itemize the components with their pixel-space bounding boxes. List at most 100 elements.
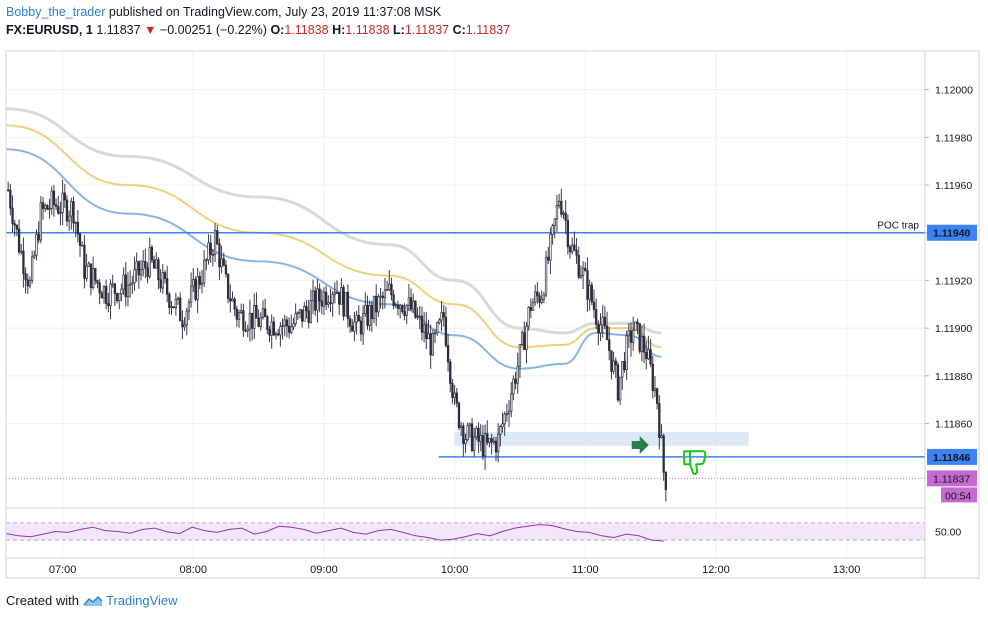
- candle-body: [314, 290, 317, 311]
- candle-body: [113, 283, 117, 294]
- candle-body: [390, 283, 393, 296]
- candle-body: [416, 316, 419, 318]
- candle-body: [368, 304, 371, 326]
- candle-body: [28, 279, 32, 287]
- candle-body: [322, 291, 326, 307]
- candle-body: [562, 212, 565, 215]
- candle-body: [586, 270, 589, 300]
- candle-body: [72, 201, 75, 224]
- price-tick-label: 1.11980: [935, 132, 972, 144]
- candle-body: [272, 321, 276, 336]
- candle-body: [479, 435, 482, 442]
- countdown-text: 00:54: [945, 490, 971, 502]
- candle-body: [553, 218, 556, 226]
- candle-body: [525, 325, 528, 350]
- candle-body: [588, 284, 591, 300]
- candle-body: [144, 260, 147, 269]
- level-badge: [927, 448, 977, 465]
- candle-body: [176, 297, 180, 300]
- candle-body: [205, 259, 208, 262]
- candle-body: [394, 304, 397, 307]
- candle-body: [161, 272, 164, 289]
- candle-body: [651, 363, 654, 392]
- created-with-text: Created with: [6, 593, 79, 608]
- candle-body: [139, 268, 143, 276]
- candle-body: [405, 305, 408, 316]
- candle-body: [320, 300, 323, 307]
- candle-body: [529, 307, 532, 311]
- candle-body: [383, 289, 387, 299]
- publish-info: Bobby_the_trader published on TradingVie…: [6, 5, 441, 19]
- candle-body: [13, 223, 16, 226]
- candle-body: [30, 256, 34, 281]
- level-label: POC trap: [877, 221, 919, 232]
- candle-body: [50, 190, 53, 209]
- candle-body: [455, 392, 458, 404]
- candle-body: [466, 425, 469, 440]
- candle-body: [658, 403, 661, 438]
- candle-body: [621, 361, 624, 378]
- candle-body: [333, 292, 336, 295]
- candle-body: [65, 199, 69, 222]
- candle-body: [185, 310, 188, 326]
- candle-body: [170, 306, 173, 308]
- candle-body: [78, 233, 82, 246]
- symbol-name[interactable]: FX:EURUSD, 1: [6, 23, 93, 37]
- candle-body: [279, 326, 282, 336]
- candle-body: [597, 323, 600, 334]
- candle-body: [81, 244, 84, 247]
- candle-body: [468, 423, 472, 427]
- candle-body: [512, 378, 515, 395]
- candle-body: [385, 289, 389, 291]
- candle-body: [610, 350, 613, 372]
- candle-body: [564, 212, 567, 221]
- price-tick-label: 1.11960: [935, 180, 972, 192]
- candle-body: [581, 267, 585, 276]
- candle-body: [422, 324, 426, 333]
- candle-body: [444, 316, 448, 346]
- candle-body: [568, 246, 572, 253]
- candle-body: [335, 292, 339, 294]
- candle-body: [137, 261, 140, 276]
- candle-body: [453, 392, 456, 399]
- candle-body: [629, 330, 633, 343]
- candle-body: [237, 312, 241, 320]
- candle-body: [131, 282, 134, 285]
- oscillator: [5, 522, 925, 542]
- candle-body: [414, 300, 417, 318]
- publish-details: published on TradingView.com, July 23, 2…: [105, 5, 442, 19]
- candle-body: [285, 319, 289, 327]
- candle-body: [181, 320, 184, 328]
- candle-body: [189, 285, 193, 303]
- candle-body: [571, 244, 574, 253]
- candle-body: [412, 300, 415, 310]
- candle-body: [63, 192, 66, 201]
- open-label: O:: [270, 23, 285, 37]
- candle-body: [544, 256, 548, 296]
- candle-body: [599, 324, 602, 334]
- candle-body: [96, 280, 99, 284]
- candle-body: [257, 317, 260, 327]
- candle-body: [261, 308, 265, 318]
- candle-body: [91, 268, 95, 288]
- candle-body: [229, 297, 232, 302]
- time-tick-label: 11:00: [572, 564, 599, 576]
- author-link[interactable]: Bobby_the_trader: [6, 5, 106, 19]
- candle-body: [505, 413, 509, 416]
- candle-body: [575, 249, 578, 256]
- candle-body: [401, 304, 404, 312]
- candle-body: [324, 291, 328, 305]
- candle-body: [196, 276, 199, 300]
- candle-body: [250, 312, 254, 329]
- candle-body: [534, 291, 537, 303]
- price-tick-label: 1.12000: [935, 85, 973, 97]
- candle-body: [194, 279, 197, 300]
- candle-body: [290, 326, 293, 333]
- candle-body: [240, 310, 243, 313]
- candle-body: [24, 273, 27, 281]
- candle-body: [377, 296, 380, 313]
- candle-body: [584, 267, 587, 271]
- tradingview-brand[interactable]: TradingView: [105, 593, 178, 608]
- candle-body: [660, 435, 663, 438]
